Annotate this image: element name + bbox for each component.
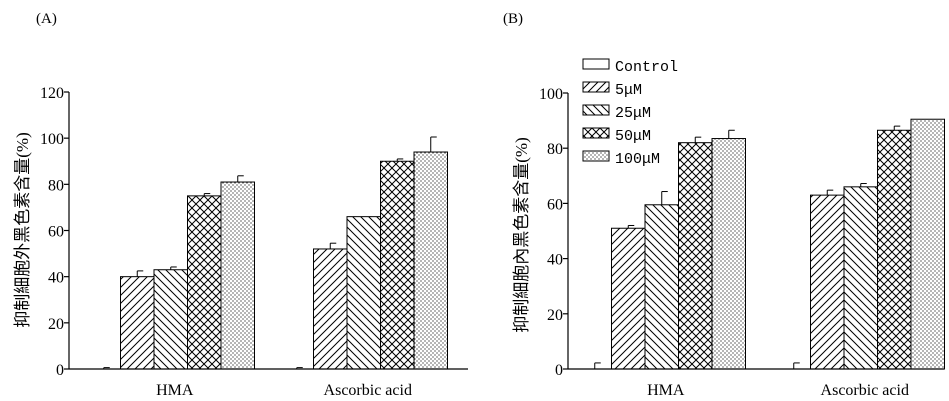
- panel-label: (B): [503, 11, 523, 27]
- y-tick-label: 80: [547, 141, 563, 158]
- panel-a: (A) 0 20 40 60 80 100 120 抑制細胞外黑色素含量(%) HMA Ascorb…: [13, 11, 468, 399]
- y-tick-label: 120: [40, 85, 64, 102]
- legend-swatch: [582, 127, 610, 139]
- bar: [220, 181, 255, 370]
- y-tick-label: 60: [547, 196, 563, 213]
- bar: [120, 276, 155, 370]
- bar: [413, 151, 448, 370]
- category-label: Ascorbic acid: [821, 382, 909, 399]
- legend-swatch: [582, 150, 610, 162]
- bar: [711, 138, 746, 370]
- legend-label: 50μM: [615, 128, 651, 145]
- y-axis-label: 抑制細胞外黑色素含量(%): [13, 132, 32, 327]
- bar: [810, 194, 845, 370]
- bar: [910, 118, 945, 370]
- legend-swatch: [582, 104, 610, 116]
- y-axis-label: 抑制細胞內黑色素含量(%): [512, 137, 531, 332]
- y-tick-label: 20: [48, 316, 64, 333]
- legend-label: 25μM: [615, 105, 651, 122]
- y-tick-label: 20: [547, 307, 563, 324]
- bar: [313, 248, 348, 370]
- legend-swatch: [582, 81, 610, 93]
- bar: [843, 186, 878, 370]
- category-label: HMA: [156, 382, 194, 399]
- bar: [380, 160, 415, 370]
- bar: [153, 269, 188, 370]
- y-tick-label: 60: [48, 224, 64, 241]
- bar: [678, 142, 713, 370]
- panel-b: (B) 0 20 40 60 80 100 抑制細胞內黑色素含量(%) HMA Ascorbic …: [503, 11, 945, 399]
- y-tick-label: 100: [40, 131, 64, 148]
- y-tick-label: 40: [48, 270, 64, 287]
- bar: [877, 129, 912, 370]
- legend-label: Control: [615, 59, 678, 76]
- y-tick-label: 100: [539, 86, 563, 103]
- bar: [187, 195, 222, 370]
- y-tick-label: 80: [48, 177, 64, 194]
- y-tick-label: 40: [547, 252, 563, 269]
- bar: [346, 216, 381, 370]
- y-tick-label: 0: [56, 362, 64, 379]
- legend-label: 100μM: [615, 151, 660, 168]
- panel-label: (A): [36, 11, 57, 27]
- bar: [611, 227, 646, 370]
- y-tick-label: 0: [555, 362, 563, 379]
- category-label: HMA: [647, 382, 685, 399]
- category-label: Ascorbic acid: [324, 382, 412, 399]
- bar: [644, 204, 679, 370]
- legend-label: 5μM: [615, 82, 642, 99]
- legend: Control 5μM 25μM 50μM 100μM: [582, 58, 678, 168]
- legend-swatch: [582, 58, 610, 70]
